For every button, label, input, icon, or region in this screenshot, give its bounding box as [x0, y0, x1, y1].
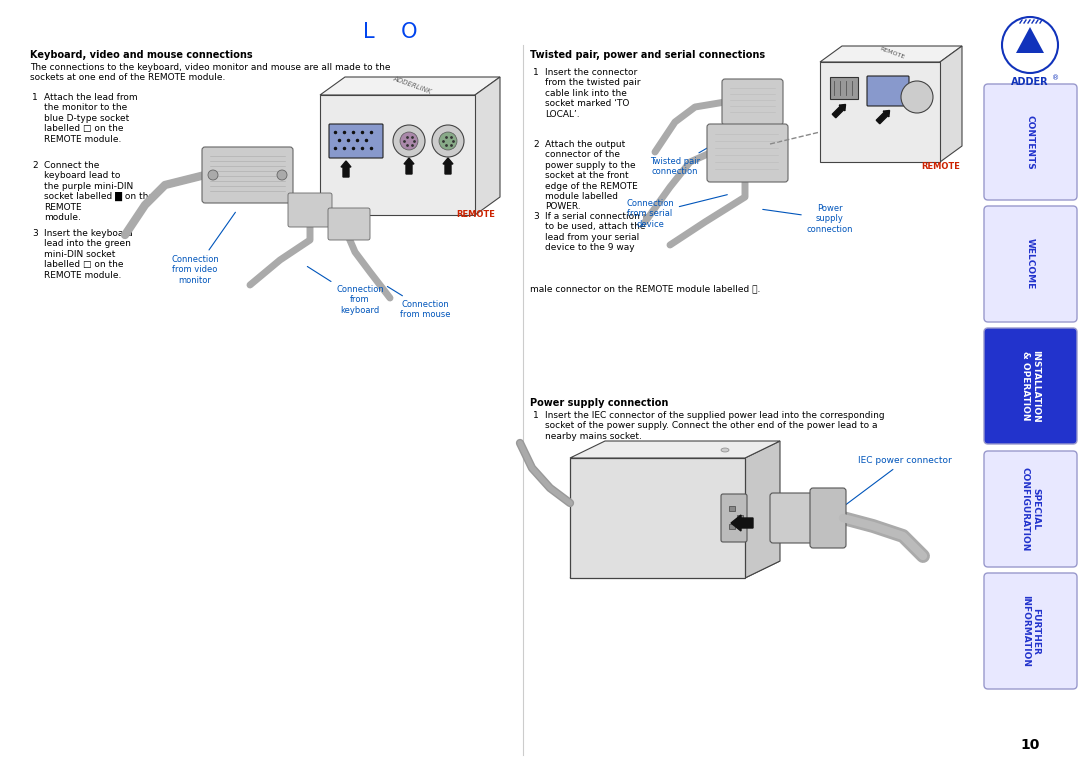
Text: FURTHER
INFORMATION: FURTHER INFORMATION [1021, 595, 1040, 667]
Text: male connector on the REMOTE module labelled ␗.: male connector on the REMOTE module labe… [530, 284, 760, 293]
Text: REMOTE: REMOTE [921, 162, 960, 171]
Text: Insert the connector
from the twisted pair
cable link into the
socket marked ‘TO: Insert the connector from the twisted pa… [545, 68, 640, 118]
Text: Connect the
keyboard lead to
the purple mini-DIN
socket labelled █ on the
REMOTE: Connect the keyboard lead to the purple … [44, 161, 154, 222]
FancyArrow shape [731, 515, 753, 531]
Text: Insert the keyboard
lead into the green
mini-DIN socket
labelled □ on the
REMOTE: Insert the keyboard lead into the green … [44, 229, 133, 279]
Circle shape [208, 170, 218, 180]
Polygon shape [570, 441, 780, 458]
Circle shape [400, 132, 418, 150]
Text: Connection
from mouse: Connection from mouse [388, 286, 450, 320]
Text: ®: ® [1052, 75, 1059, 81]
FancyArrow shape [876, 111, 890, 124]
FancyArrow shape [833, 105, 846, 118]
Circle shape [438, 132, 457, 150]
FancyBboxPatch shape [984, 84, 1077, 200]
Text: 1: 1 [32, 93, 38, 102]
FancyArrow shape [404, 158, 414, 174]
Text: Twisted pair
connection: Twisted pair connection [650, 124, 750, 176]
Bar [831, 77, 858, 99]
FancyBboxPatch shape [328, 208, 370, 240]
FancyBboxPatch shape [707, 124, 788, 182]
Bar [737, 515, 743, 520]
Circle shape [276, 170, 287, 180]
FancyBboxPatch shape [984, 206, 1077, 322]
FancyBboxPatch shape [770, 493, 831, 543]
FancyBboxPatch shape [721, 494, 747, 542]
Polygon shape [820, 46, 962, 62]
FancyBboxPatch shape [329, 124, 383, 158]
Bar [729, 506, 735, 511]
Text: WELCOME: WELCOME [1026, 238, 1035, 290]
FancyArrow shape [443, 158, 453, 174]
Text: Attach the lead from
the monitor to the
blue D-type socket
labelled □ on the
REM: Attach the lead from the monitor to the … [44, 93, 137, 143]
Text: REMOTE: REMOTE [879, 47, 905, 60]
Text: The connections to the keyboard, video monitor and mouse are all made to the
soc: The connections to the keyboard, video m… [30, 63, 391, 82]
Bar [820, 62, 940, 162]
Polygon shape [940, 46, 962, 162]
FancyBboxPatch shape [867, 76, 909, 106]
Text: ADDER: ADDER [1011, 77, 1049, 87]
FancyBboxPatch shape [202, 147, 293, 203]
FancyBboxPatch shape [810, 488, 846, 548]
Circle shape [393, 125, 426, 157]
Text: CONTENTS: CONTENTS [1026, 114, 1035, 169]
Bar [320, 95, 475, 215]
Text: Connection
from serial
device: Connection from serial device [626, 195, 727, 229]
Polygon shape [570, 561, 780, 578]
Bar [570, 458, 745, 578]
Polygon shape [320, 77, 500, 95]
Text: SPECIAL
CONFIGURATION: SPECIAL CONFIGURATION [1021, 467, 1040, 551]
Text: Keyboard, video and mouse connections: Keyboard, video and mouse connections [30, 50, 253, 60]
FancyArrow shape [341, 161, 351, 177]
FancyBboxPatch shape [984, 328, 1077, 444]
Text: REMOTE: REMOTE [456, 210, 495, 219]
FancyBboxPatch shape [984, 451, 1077, 567]
Text: Connection
from video
monitor: Connection from video monitor [171, 212, 235, 285]
Text: IEC power connector: IEC power connector [831, 456, 951, 517]
Text: If a serial connection is
to be used, attach the
lead from your serial
device to: If a serial connection is to be used, at… [545, 212, 650, 253]
Text: INSTALLATION
& OPERATION: INSTALLATION & OPERATION [1021, 349, 1040, 423]
Circle shape [432, 125, 464, 157]
Polygon shape [475, 77, 500, 215]
Polygon shape [1016, 27, 1044, 53]
Text: Power
supply
connection: Power supply connection [762, 204, 853, 233]
Text: 10: 10 [1021, 738, 1040, 752]
Ellipse shape [721, 448, 729, 452]
Text: 2: 2 [32, 161, 38, 170]
FancyBboxPatch shape [288, 193, 332, 227]
Text: Attach the output
connector of the
power supply to the
socket at the front
edge : Attach the output connector of the power… [545, 140, 638, 211]
FancyBboxPatch shape [984, 573, 1077, 689]
Text: 3: 3 [534, 212, 539, 221]
Text: Connection
from
keyboard: Connection from keyboard [308, 266, 383, 315]
Text: Insert the IEC connector of the supplied power lead into the corresponding
socke: Insert the IEC connector of the supplied… [545, 411, 885, 441]
Text: 2: 2 [534, 140, 539, 149]
FancyBboxPatch shape [723, 79, 783, 125]
Text: 1: 1 [534, 411, 539, 420]
Text: ADDERLINK: ADDERLINK [392, 76, 432, 95]
Text: 3: 3 [32, 229, 38, 238]
Bar [729, 524, 735, 529]
Circle shape [901, 81, 933, 113]
Polygon shape [745, 441, 780, 578]
Text: 1: 1 [534, 68, 539, 77]
Text: Power supply connection: Power supply connection [530, 398, 669, 408]
Text: L    O: L O [363, 22, 417, 42]
Text: Twisted pair, power and serial connections: Twisted pair, power and serial connectio… [530, 50, 765, 60]
